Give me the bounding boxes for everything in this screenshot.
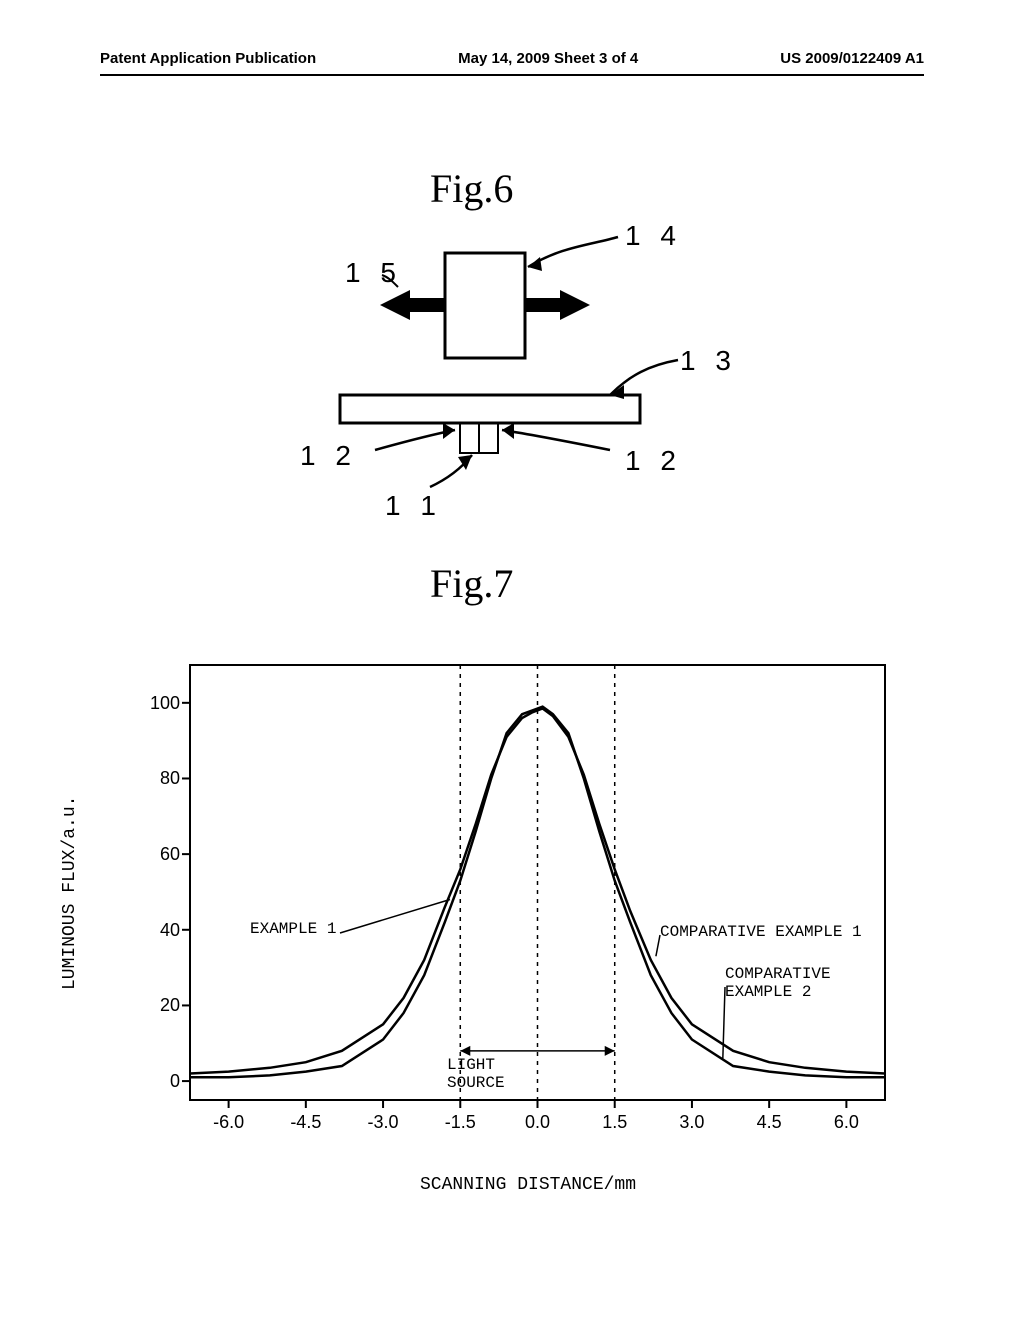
ytick: 100 bbox=[140, 693, 180, 714]
fig7-chart: 0 20 40 60 80 100 -6.0 -4.5 -3.0 -1.5 0.… bbox=[135, 655, 895, 1145]
header-rule bbox=[100, 74, 924, 76]
xtick: -3.0 bbox=[358, 1112, 408, 1133]
annot-comp1: COMPARATIVE EXAMPLE 1 bbox=[660, 923, 862, 941]
fig6-label-12b: 1 2 bbox=[625, 445, 682, 477]
xtick: -6.0 bbox=[204, 1112, 254, 1133]
xtick: 3.0 bbox=[667, 1112, 717, 1133]
page-container: Patent Application Publication May 14, 2… bbox=[0, 0, 1024, 1320]
header-left: Patent Application Publication bbox=[100, 50, 316, 67]
ytick: 20 bbox=[140, 995, 180, 1016]
xtick: -4.5 bbox=[281, 1112, 331, 1133]
annot-comp2: COMPARATIVEEXAMPLE 2 bbox=[725, 965, 831, 1002]
xtick: 0.0 bbox=[513, 1112, 563, 1133]
fig6-label-15: 1 5 bbox=[345, 257, 402, 289]
fig6-label-11: 1 1 bbox=[385, 490, 442, 522]
fig7-chart-svg bbox=[135, 655, 895, 1145]
fig6-label-12a: 1 2 bbox=[300, 440, 357, 472]
figure-6: Fig.6 bbox=[0, 165, 1024, 525]
annot-example1: EXAMPLE 1 bbox=[250, 920, 336, 938]
xtick: -1.5 bbox=[435, 1112, 485, 1133]
ytick: 60 bbox=[140, 844, 180, 865]
fig7-x-label: SCANNING DISTANCE/mm bbox=[420, 1175, 636, 1195]
ytick: 0 bbox=[140, 1071, 180, 1092]
fig7-y-label: LUMINOUS FLUX/a.u. bbox=[60, 796, 80, 990]
fig6-title: Fig.6 bbox=[430, 165, 513, 212]
xtick: 1.5 bbox=[590, 1112, 640, 1133]
header-right: US 2009/0122409 A1 bbox=[780, 50, 924, 67]
annot-light-source: LIGHTSOURCE bbox=[447, 1057, 505, 1092]
xtick: 4.5 bbox=[744, 1112, 794, 1133]
xtick: 6.0 bbox=[821, 1112, 871, 1133]
ytick: 40 bbox=[140, 920, 180, 941]
fig7-title: Fig.7 bbox=[430, 560, 513, 607]
header-center: May 14, 2009 Sheet 3 of 4 bbox=[458, 50, 638, 67]
ytick: 80 bbox=[140, 768, 180, 789]
fig6-label-13: 1 3 bbox=[680, 345, 737, 377]
patent-header: Patent Application Publication May 14, 2… bbox=[100, 50, 924, 67]
figure-7: Fig.7 LUMINOUS FLUX/a.u. 0 20 40 60 80 1… bbox=[0, 560, 1024, 1240]
fig6-label-14: 1 4 bbox=[625, 220, 682, 252]
